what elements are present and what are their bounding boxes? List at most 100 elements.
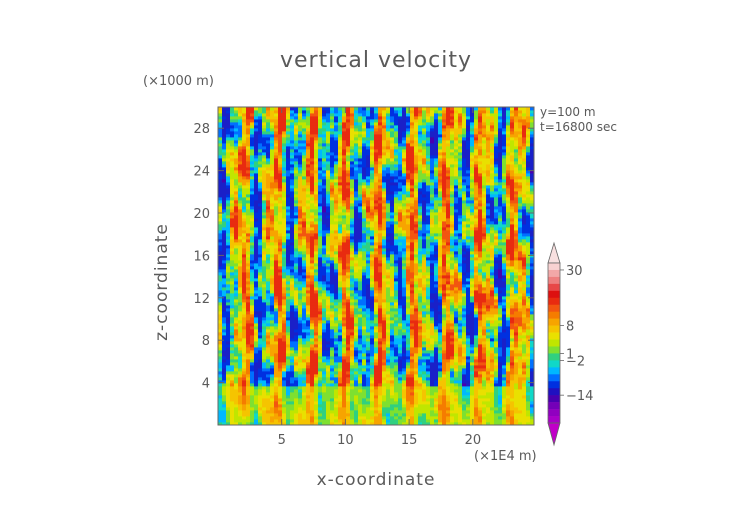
heatmap-cell (354, 230, 359, 234)
heatmap-cell (270, 146, 275, 150)
heatmap-cell (390, 287, 395, 291)
heatmap-cell (226, 305, 231, 309)
heatmap-cell (274, 107, 279, 111)
heatmap-cell (234, 227, 239, 231)
heatmap-cell (346, 113, 351, 117)
heatmap-cell (230, 266, 235, 270)
heatmap-cell (286, 146, 291, 150)
heatmap-cell (298, 293, 303, 297)
heatmap-cell (334, 134, 339, 138)
heatmap-cell (258, 155, 263, 159)
heatmap-cell (370, 311, 375, 315)
heatmap-cell (278, 176, 283, 180)
heatmap-cell (326, 113, 331, 117)
heatmap-cell (290, 401, 295, 405)
heatmap-cell (326, 254, 331, 258)
heatmap-cell (294, 302, 299, 306)
heatmap-cell (218, 281, 223, 285)
heatmap-cell (382, 119, 387, 123)
heatmap-cell (322, 266, 327, 270)
heatmap-cell (382, 131, 387, 135)
heatmap-cell (298, 395, 303, 399)
heatmap-cell (394, 113, 399, 117)
heatmap-cell (310, 326, 315, 330)
heatmap-cell (282, 194, 287, 198)
heatmap-cell (230, 359, 235, 363)
heatmap-cell (258, 305, 263, 309)
heatmap-cell (310, 356, 315, 360)
heatmap-cell (386, 347, 391, 351)
heatmap-cell (350, 152, 355, 156)
heatmap-cell (274, 236, 279, 240)
heatmap-cell (254, 128, 259, 132)
heatmap-cell (226, 251, 231, 255)
heatmap-cell (370, 359, 375, 363)
heatmap-cell (290, 167, 295, 171)
heatmap-cell (258, 239, 263, 243)
heatmap-cell (238, 389, 243, 393)
heatmap-cell (350, 146, 355, 150)
heatmap-cell (338, 215, 343, 219)
heatmap-cell (278, 173, 283, 177)
heatmap-cell (266, 128, 271, 132)
heatmap-cell (390, 413, 395, 417)
heatmap-cell (322, 125, 327, 129)
heatmap-cell (362, 203, 367, 207)
heatmap-cell (362, 407, 367, 411)
heatmap-cell (390, 392, 395, 396)
heatmap-cell (226, 341, 231, 345)
heatmap-cell (294, 128, 299, 132)
heatmap-cell (322, 341, 327, 345)
heatmap-cell (326, 305, 331, 309)
heatmap-cell (326, 272, 331, 276)
heatmap-cell (338, 278, 343, 282)
heatmap-cell (306, 230, 311, 234)
heatmap-cell (362, 332, 367, 336)
heatmap-cell (234, 332, 239, 336)
heatmap-cell (286, 392, 291, 396)
heatmap-cell (254, 308, 259, 312)
heatmap-cell (322, 161, 327, 165)
heatmap-cell (370, 242, 375, 246)
heatmap-cell (394, 170, 399, 174)
heatmap-cell (286, 128, 291, 132)
heatmap-cell (330, 149, 335, 153)
heatmap-cell (226, 371, 231, 375)
heatmap-cell (222, 317, 227, 321)
heatmap-cell (234, 338, 239, 342)
heatmap-cell (242, 131, 247, 135)
heatmap-cell (370, 302, 375, 306)
heatmap-cell (390, 113, 395, 117)
heatmap-cell (246, 359, 251, 363)
heatmap-cell (278, 212, 283, 216)
heatmap-cell (386, 140, 391, 144)
heatmap-cell (310, 332, 315, 336)
heatmap-cell (342, 176, 347, 180)
heatmap-cell (346, 398, 351, 402)
heatmap-cell (230, 218, 235, 222)
heatmap-cell (282, 155, 287, 159)
heatmap-cell (290, 203, 295, 207)
heatmap-cell (318, 128, 323, 132)
heatmap-cell (238, 350, 243, 354)
heatmap-cell (306, 200, 311, 204)
heatmap-cell (266, 254, 271, 258)
heatmap-cell (358, 128, 363, 132)
heatmap-cell (290, 116, 295, 120)
heatmap-cell (258, 389, 263, 393)
heatmap-cell (342, 122, 347, 126)
heatmap-cell (318, 119, 323, 123)
heatmap-cell (314, 191, 319, 195)
heatmap-cell (390, 155, 395, 159)
heatmap-cell (298, 335, 303, 339)
heatmap-cell (262, 413, 267, 417)
heatmap-cell (218, 362, 223, 366)
heatmap-cell (394, 413, 399, 417)
heatmap-cell (286, 254, 291, 258)
heatmap-cell (338, 110, 343, 114)
heatmap-cell (274, 149, 279, 153)
heatmap-cell (302, 107, 307, 111)
heatmap-cell (346, 227, 351, 231)
heatmap-cell (302, 143, 307, 147)
heatmap-cell (302, 203, 307, 207)
